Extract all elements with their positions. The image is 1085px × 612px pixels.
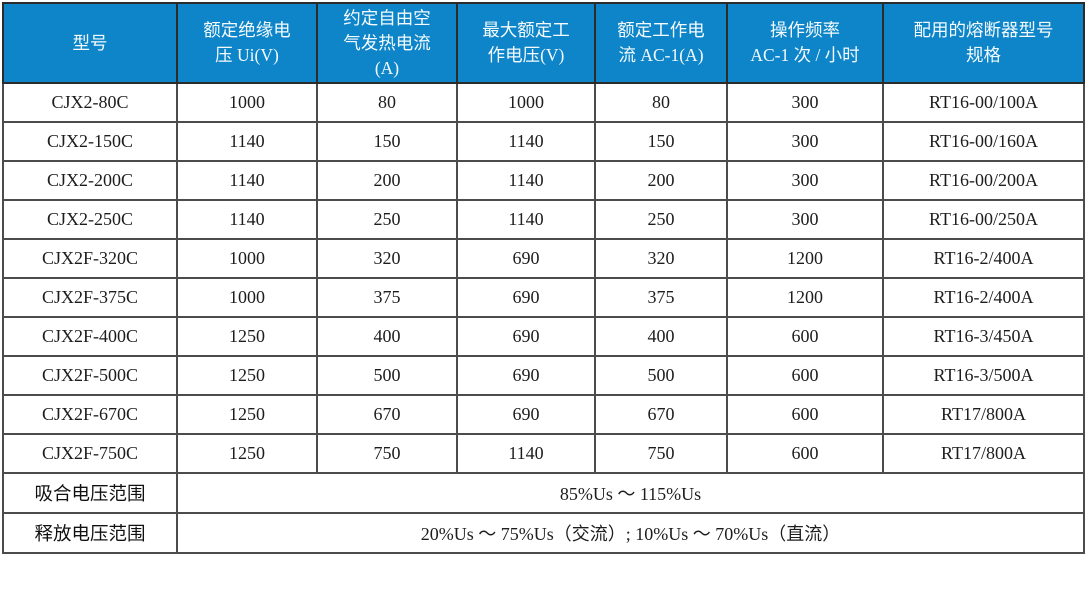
value-cell: 300 — [726, 199, 884, 240]
value-cell: 1000 — [176, 82, 318, 123]
value-cell: RT16-00/100A — [882, 82, 1085, 123]
table-footer: 吸合电压范围 85%Us ～ 115%Us 释放电压范围 20%Us ～ 75%Us（… — [2, 472, 1085, 554]
value-cell: 300 — [726, 82, 884, 123]
value-cell: 690 — [456, 277, 596, 318]
footer-row: 释放电压范围 20%Us ～ 75%Us（交流）; 10%Us ～ 70%Us（直… — [2, 512, 1085, 554]
value-cell: 375 — [316, 277, 458, 318]
value-cell: 1140 — [456, 433, 596, 474]
value-cell: RT16-00/250A — [882, 199, 1085, 240]
footer-row-label: 释放电压范围 — [2, 512, 178, 554]
model-cell: CJX2F-400C — [2, 316, 178, 357]
value-cell: 1140 — [176, 199, 318, 240]
column-header: 额定绝缘电 压 Ui(V) — [176, 2, 318, 84]
value-cell: 750 — [594, 433, 728, 474]
contactor-spec-table: 型号 额定绝缘电 压 Ui(V) 约定自由空 气发热电流 (A) 最大额定工 作电压(… — [2, 2, 1085, 554]
value-cell: 80 — [316, 82, 458, 123]
value-cell: 1140 — [176, 121, 318, 162]
value-cell: RT16-00/160A — [882, 121, 1085, 162]
value-cell: 250 — [316, 199, 458, 240]
column-header: 操作频率 AC-1 次 / 小时 — [726, 2, 884, 84]
table-row: CJX2-200C 1140 200 1140 200 300 RT16-00/200A — [2, 160, 1085, 201]
table-row: CJX2F-375C 1000 375 690 375 1200 RT16-2/400A — [2, 277, 1085, 318]
value-cell: 1200 — [726, 277, 884, 318]
table-header: 型号 额定绝缘电 压 Ui(V) 约定自由空 气发热电流 (A) 最大额定工 作电压(… — [2, 2, 1085, 84]
value-cell: 600 — [726, 316, 884, 357]
value-cell: 670 — [316, 394, 458, 435]
value-cell: 600 — [726, 394, 884, 435]
model-cell: CJX2F-670C — [2, 394, 178, 435]
value-cell: 690 — [456, 355, 596, 396]
value-cell: RT16-2/400A — [882, 277, 1085, 318]
value-cell: 320 — [316, 238, 458, 279]
value-cell: 250 — [594, 199, 728, 240]
value-cell: 1140 — [176, 160, 318, 201]
model-cell: CJX2F-500C — [2, 355, 178, 396]
column-header: 约定自由空 气发热电流 (A) — [316, 2, 458, 84]
value-cell: 200 — [594, 160, 728, 201]
value-cell: 690 — [456, 238, 596, 279]
value-cell: 690 — [456, 394, 596, 435]
value-cell: RT17/800A — [882, 394, 1085, 435]
value-cell: 400 — [594, 316, 728, 357]
model-cell: CJX2F-375C — [2, 277, 178, 318]
value-cell: 1140 — [456, 199, 596, 240]
value-cell: 750 — [316, 433, 458, 474]
footer-row-label: 吸合电压范围 — [2, 472, 178, 514]
column-header: 额定工作电 流 AC-1(A) — [594, 2, 728, 84]
header-row: 型号 额定绝缘电 压 Ui(V) 约定自由空 气发热电流 (A) 最大额定工 作电压(… — [2, 2, 1085, 84]
value-cell: 1140 — [456, 121, 596, 162]
value-cell: 690 — [456, 316, 596, 357]
footer-row: 吸合电压范围 85%Us ～ 115%Us — [2, 472, 1085, 514]
table-row: CJX2-150C 1140 150 1140 150 300 RT16-00/160A — [2, 121, 1085, 162]
value-cell: 150 — [594, 121, 728, 162]
column-header: 型号 — [2, 2, 178, 84]
model-cell: CJX2-250C — [2, 199, 178, 240]
footer-row-value: 85%Us ～ 115%Us — [176, 472, 1085, 514]
table-row: CJX2F-750C 1250 750 1140 750 600 RT17/800A — [2, 433, 1085, 474]
table-row: CJX2F-400C 1250 400 690 400 600 RT16-3/450A — [2, 316, 1085, 357]
model-cell: CJX2-200C — [2, 160, 178, 201]
column-header: 最大额定工 作电压(V) — [456, 2, 596, 84]
footer-row-value: 20%Us ～ 75%Us（交流）; 10%Us ～ 70%Us（直流） — [176, 512, 1085, 554]
value-cell: 1250 — [176, 316, 318, 357]
model-cell: CJX2F-750C — [2, 433, 178, 474]
value-cell: 1250 — [176, 394, 318, 435]
value-cell: 150 — [316, 121, 458, 162]
value-cell: 200 — [316, 160, 458, 201]
column-header: 配用的熔断器型号 规格 — [882, 2, 1085, 84]
value-cell: 300 — [726, 160, 884, 201]
model-cell: CJX2-80C — [2, 82, 178, 123]
value-cell: 600 — [726, 433, 884, 474]
value-cell: 500 — [316, 355, 458, 396]
value-cell: 400 — [316, 316, 458, 357]
value-cell: RT17/800A — [882, 433, 1085, 474]
value-cell: RT16-00/200A — [882, 160, 1085, 201]
value-cell: RT16-3/450A — [882, 316, 1085, 357]
table-row: CJX2F-670C 1250 670 690 670 600 RT17/800A — [2, 394, 1085, 435]
value-cell: 375 — [594, 277, 728, 318]
value-cell: 1000 — [176, 277, 318, 318]
table-row: CJX2-250C 1140 250 1140 250 300 RT16-00/250A — [2, 199, 1085, 240]
value-cell: 300 — [726, 121, 884, 162]
table-row: CJX2-80C 1000 80 1000 80 300 RT16-00/100A — [2, 82, 1085, 123]
value-cell: 670 — [594, 394, 728, 435]
model-cell: CJX2-150C — [2, 121, 178, 162]
table-row: CJX2F-320C 1000 320 690 320 1200 RT16-2/400A — [2, 238, 1085, 279]
table-row: CJX2F-500C 1250 500 690 500 600 RT16-3/500A — [2, 355, 1085, 396]
value-cell: 1200 — [726, 238, 884, 279]
value-cell: RT16-3/500A — [882, 355, 1085, 396]
value-cell: 1000 — [176, 238, 318, 279]
value-cell: 1140 — [456, 160, 596, 201]
value-cell: 320 — [594, 238, 728, 279]
value-cell: 80 — [594, 82, 728, 123]
table-body: CJX2-80C 1000 80 1000 80 300 RT16-00/100A CJX2-… — [2, 82, 1085, 474]
model-cell: CJX2F-320C — [2, 238, 178, 279]
value-cell: 1250 — [176, 355, 318, 396]
value-cell: RT16-2/400A — [882, 238, 1085, 279]
value-cell: 500 — [594, 355, 728, 396]
value-cell: 600 — [726, 355, 884, 396]
value-cell: 1250 — [176, 433, 318, 474]
value-cell: 1000 — [456, 82, 596, 123]
